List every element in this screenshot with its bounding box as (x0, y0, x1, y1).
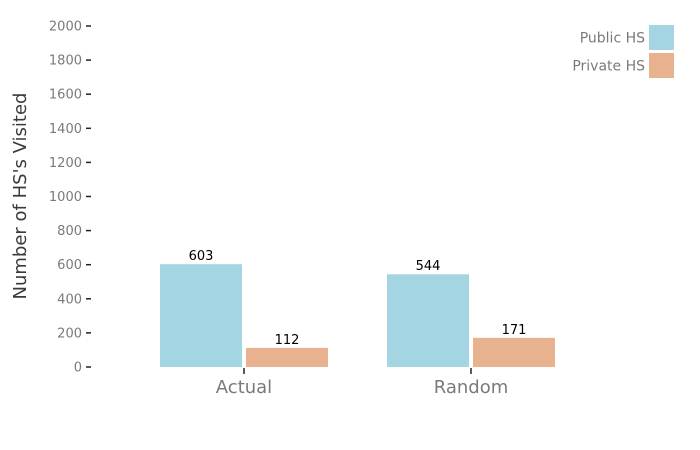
bar-public-hs-random (387, 274, 469, 367)
y-tick-label: 1600 (49, 88, 82, 103)
data-label-public-hs-actual: 603 (189, 249, 214, 264)
bar-private-hs-actual (246, 347, 328, 367)
legend-label-public-hs: Public HS (580, 31, 645, 47)
y-tick-label: 1200 (49, 156, 82, 171)
y-axis: 0 200 400 600 800 1000 1200 1400 1600 1800 2000 (49, 20, 91, 376)
y-tick-label: 1800 (49, 54, 82, 69)
y-axis-title: Number of HS's Visited (10, 93, 31, 300)
y-tick-label: 1400 (49, 122, 82, 137)
legend-swatch-public-hs (649, 25, 674, 50)
y-tick-label: 1000 (49, 190, 82, 205)
legend-label-private-hs: Private HS (572, 59, 645, 75)
legend-swatch-private-hs (649, 53, 674, 78)
y-tick-label: 0 (74, 361, 82, 376)
bar-public-hs-actual (160, 264, 242, 367)
data-label-private-hs-random: 171 (502, 323, 527, 338)
data-label-public-hs-random: 544 (416, 259, 441, 274)
y-tick-label: 600 (57, 258, 82, 273)
y-tick-label: 200 (57, 326, 82, 341)
x-category-label: Random (434, 377, 509, 398)
x-axis: Actual Random (216, 368, 508, 398)
y-tick-label: 400 (57, 292, 82, 307)
bar-private-hs-random (473, 337, 555, 367)
y-tick-label: 2000 (49, 20, 82, 35)
data-label-private-hs-actual: 112 (275, 333, 300, 348)
legend: Public HS Private HS (572, 25, 674, 78)
bars: 603 112 544 171 (160, 249, 555, 367)
y-tick-label: 800 (57, 224, 82, 239)
x-category-label: Actual (216, 377, 272, 398)
